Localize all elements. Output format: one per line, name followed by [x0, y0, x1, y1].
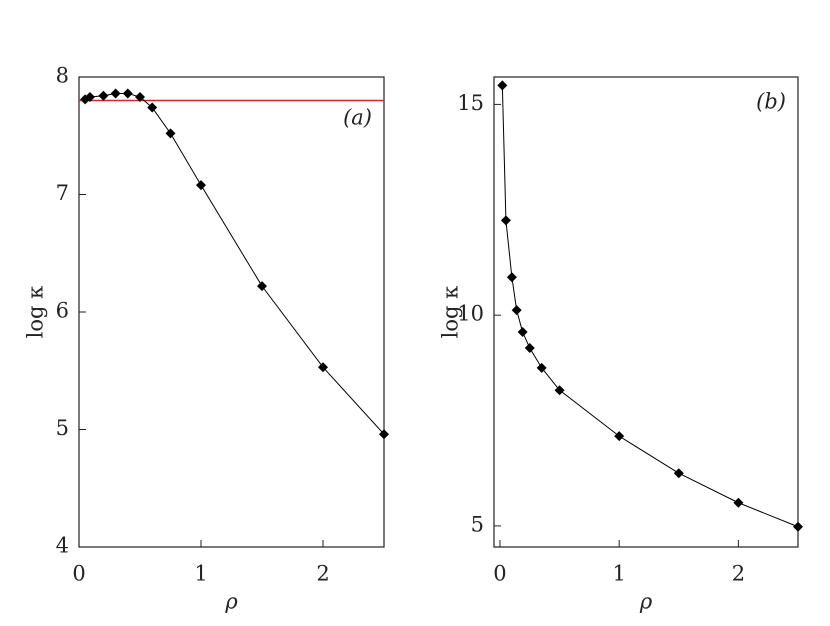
- data-point: [110, 88, 121, 99]
- data-point: [554, 385, 565, 396]
- data-point: [517, 327, 528, 338]
- y-tick-label: 5: [56, 416, 69, 440]
- data-point: [84, 91, 95, 102]
- data-line: [84, 92, 385, 435]
- y-tick-label: 4: [56, 534, 69, 558]
- data-point: [165, 128, 176, 139]
- y-tick-label: 8: [56, 64, 69, 88]
- x-tick-label: 0: [72, 562, 85, 586]
- data-point: [536, 362, 547, 373]
- data-point: [673, 468, 684, 479]
- y-axis-label: log κ: [439, 286, 463, 339]
- y-tick-label: 6: [56, 299, 69, 323]
- y-tick-label: 5: [471, 512, 484, 536]
- data-point: [135, 91, 145, 102]
- x-axis-label: ρ: [224, 590, 238, 614]
- data-point: [379, 429, 389, 440]
- y-tick-label: 10: [457, 302, 484, 326]
- data-point: [196, 180, 206, 191]
- data-point: [511, 305, 522, 316]
- x-tick-label: 1: [194, 562, 207, 586]
- data-point: [147, 102, 158, 113]
- x-tick-label: 1: [612, 562, 625, 586]
- data-point: [500, 215, 511, 226]
- data-point: [497, 80, 508, 91]
- y-axis-label: log κ: [24, 286, 48, 339]
- data-point: [524, 343, 535, 354]
- plot-frame: [493, 76, 799, 548]
- x-axis-label: ρ: [639, 590, 653, 614]
- data-point: [318, 362, 328, 373]
- panel: 0 1 2 4 5 6 7 8 ρ log κ (a): [24, 64, 389, 614]
- annotation: (b): [756, 90, 786, 114]
- data-point: [733, 497, 744, 508]
- x-tick-label: 0: [493, 562, 506, 586]
- y-tick-label: 7: [56, 181, 69, 205]
- data-point: [257, 281, 267, 292]
- data-point: [98, 90, 109, 101]
- x-tick-label: 2: [732, 562, 745, 586]
- plot-frame: [78, 76, 385, 548]
- data-point: [122, 88, 133, 99]
- annotation: (a): [343, 106, 372, 130]
- data-point: [506, 272, 517, 283]
- y-tick-label: 15: [457, 91, 484, 115]
- data-line: [501, 85, 799, 528]
- data-point: [793, 521, 803, 532]
- data-point: [614, 431, 625, 442]
- panel: 0 1 2 5 10 15 ρ log κ (b): [439, 76, 803, 614]
- x-tick-label: 2: [316, 562, 329, 586]
